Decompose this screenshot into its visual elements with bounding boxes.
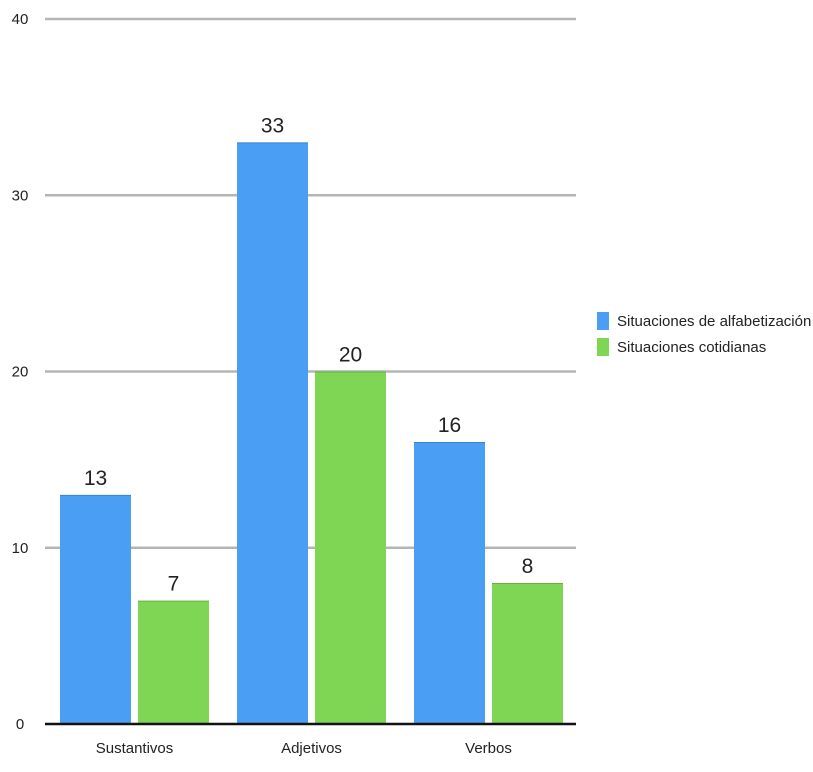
x-tick-label-sustantivos: Sustantivos: [96, 740, 174, 757]
y-tick-label-20: 20: [12, 364, 29, 381]
legend: Situaciones de alfabetización Situaciones…: [597, 312, 811, 356]
gridlines: [45, 17, 576, 549]
y-tick-label-30: 30: [12, 187, 29, 204]
bars: [60, 142, 563, 724]
data-label-adjetivos-series-1: 33: [261, 114, 284, 137]
y-tick-label-0: 0: [16, 716, 24, 733]
data-label-sustantivos-series-2: 7: [168, 573, 180, 596]
data-label-adjetivos-series-2: 20: [339, 344, 362, 367]
data-label-verbos-series-2: 8: [522, 555, 534, 578]
x-tick-label-verbos: Verbos: [465, 740, 512, 757]
y-tick-label-40: 40: [12, 11, 29, 28]
bar-verbos-series-2: [492, 583, 563, 724]
legend-swatch-series-1: [597, 312, 609, 330]
bar-adjetivos-series-1: [237, 142, 308, 724]
data-label-sustantivos-series-1: 13: [84, 467, 107, 490]
legend-swatch-series-2: [597, 338, 609, 356]
bar-adjetivos-series-2: [315, 371, 386, 724]
legend-label-series-1: Situaciones de alfabetización: [617, 313, 811, 330]
x-tick-label-adjetivos: Adjetivos: [281, 740, 342, 757]
bar-sustantivos-series-2: [138, 600, 209, 724]
data-label-verbos-series-1: 16: [438, 414, 461, 437]
bar-verbos-series-1: [414, 442, 485, 724]
bar-sustantivos-series-1: [60, 494, 131, 724]
data-labels: 13 7 33 20 16 8: [84, 114, 534, 595]
y-tick-label-10: 10: [12, 540, 29, 557]
legend-label-series-2: Situaciones cotidianas: [617, 339, 766, 356]
x-axis-categories: Sustantivos Adjetivos Verbos: [96, 740, 512, 757]
y-axis-ticks: 0 10 20 30 40: [12, 11, 29, 733]
